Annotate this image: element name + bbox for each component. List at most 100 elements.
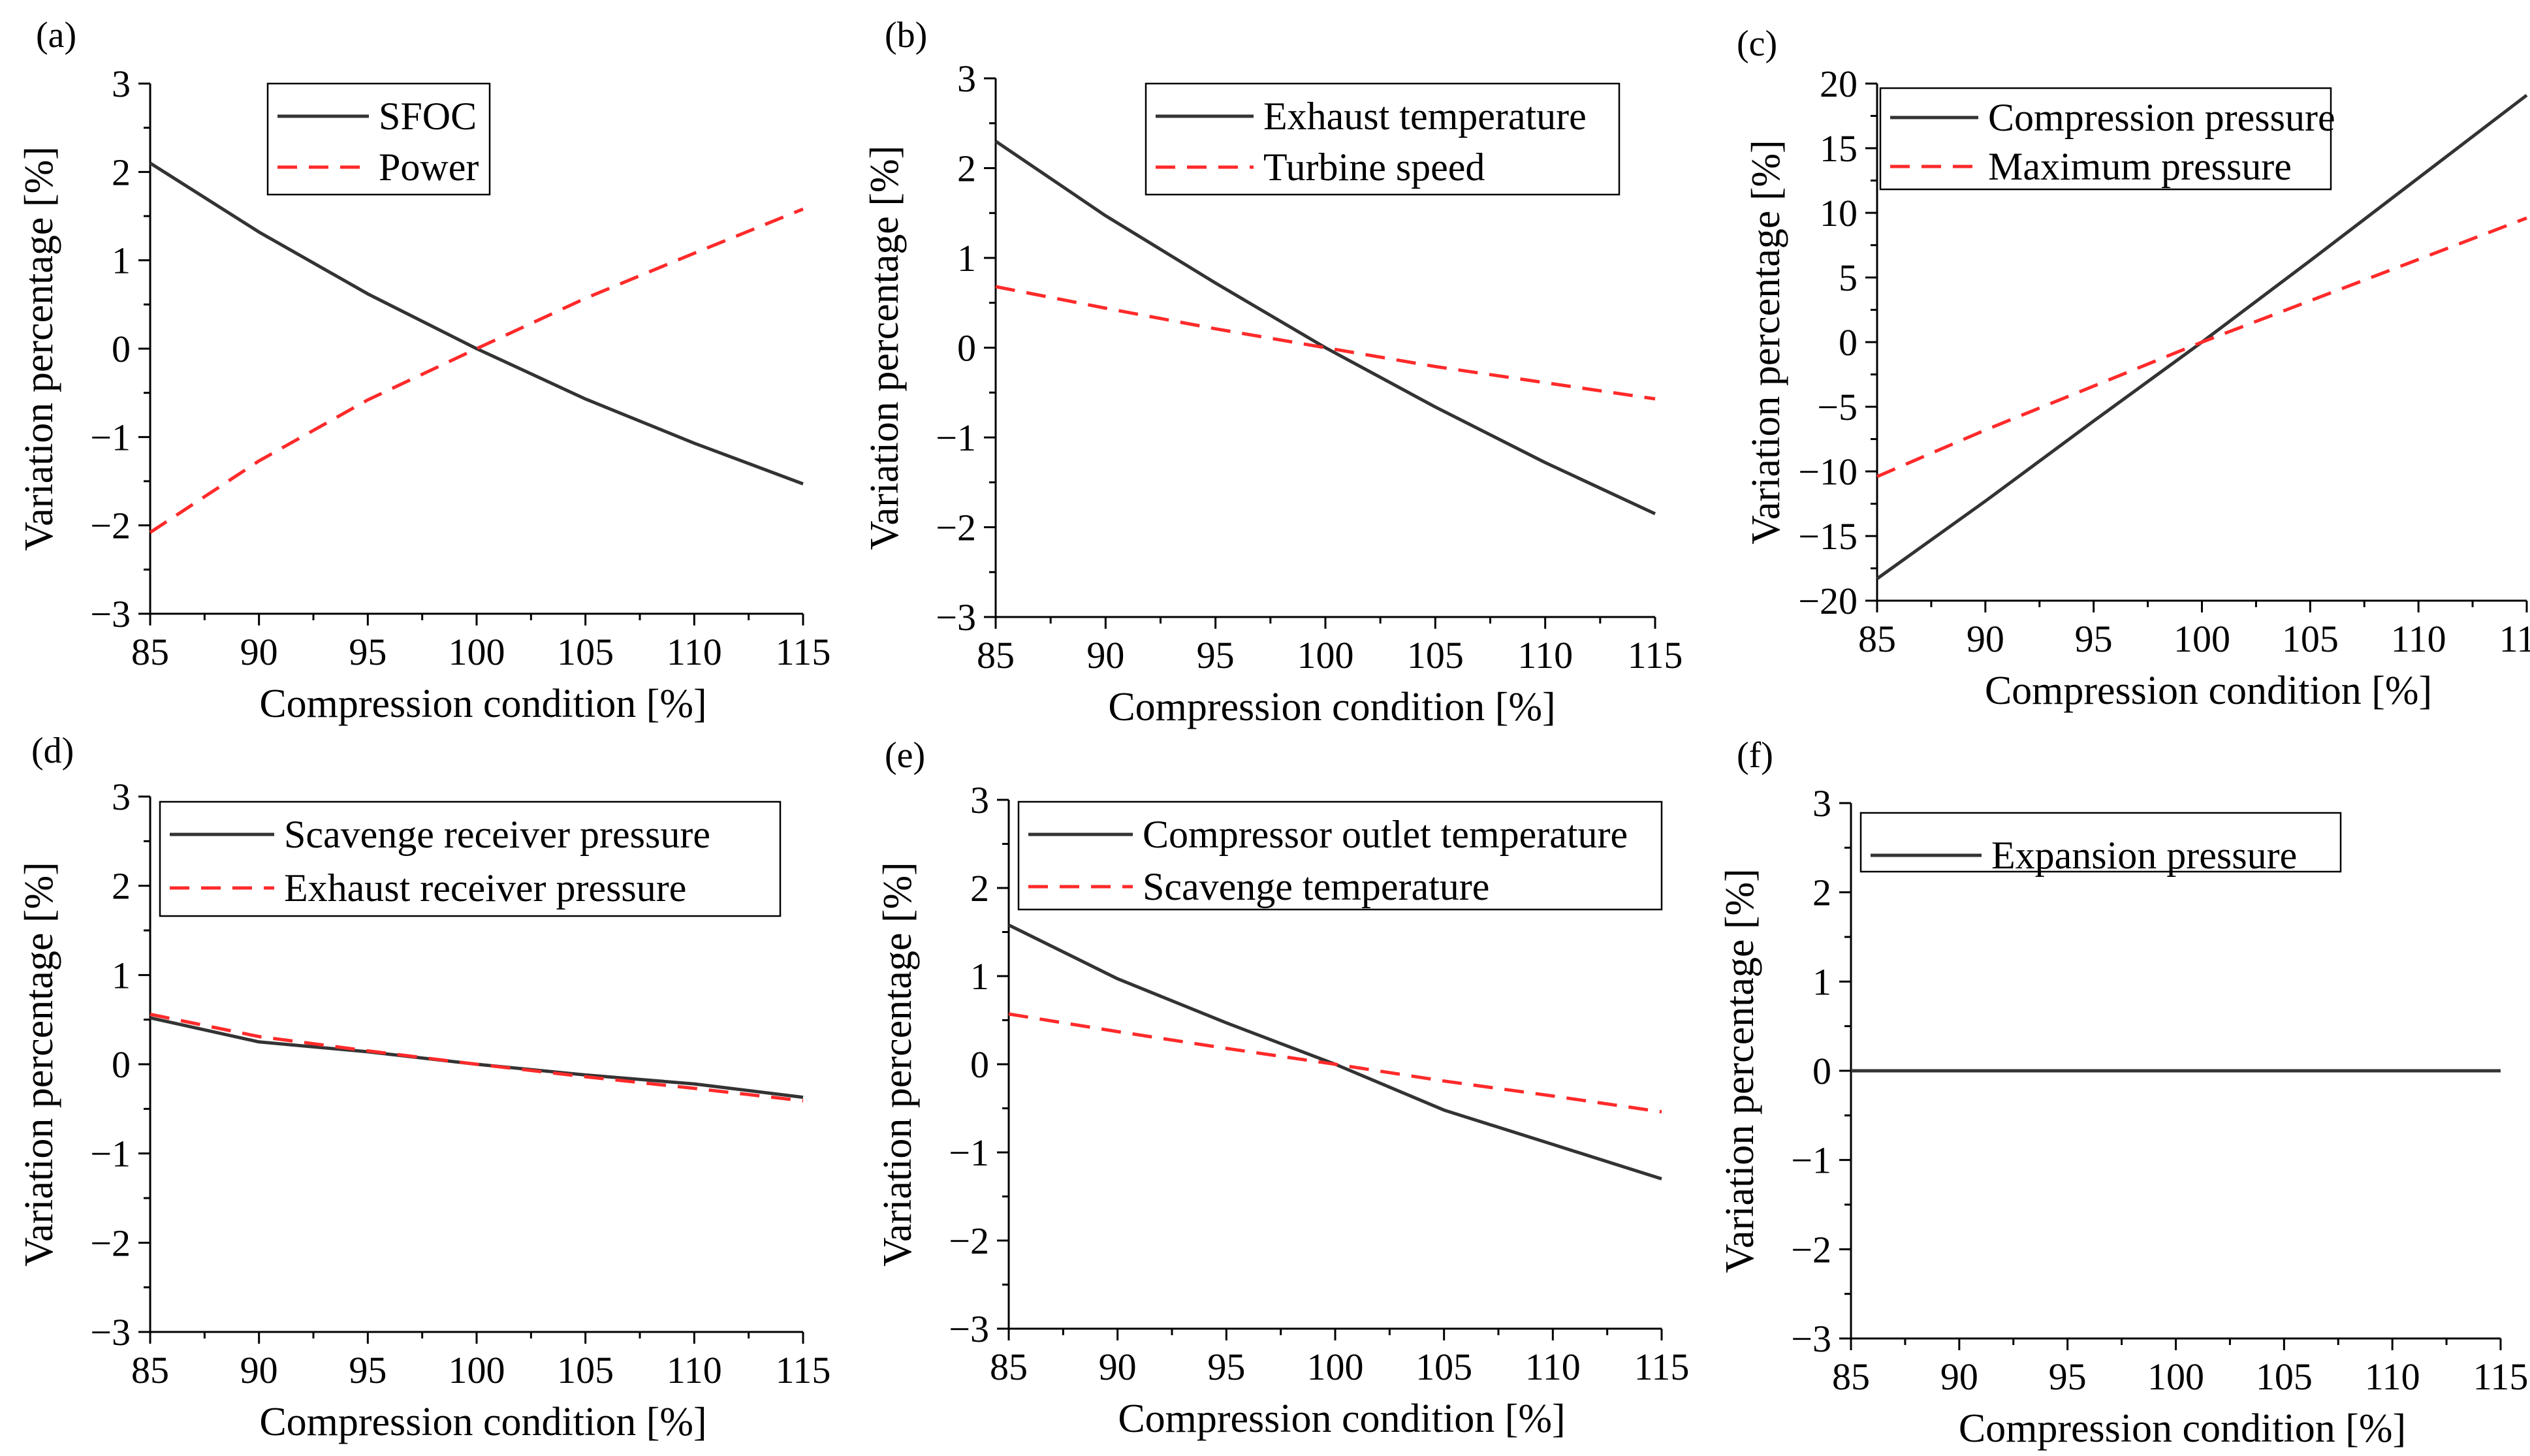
legend: Scavenge receiver pressure Exhaust receiv… <box>159 800 782 917</box>
x-tick-label: 90 <box>240 1349 278 1391</box>
x-axis-title: Compression condition [%] <box>259 682 706 726</box>
panel-letter: (a) <box>36 15 76 55</box>
x-axis-title: Compression condition [%] <box>1108 685 1555 729</box>
y-axis-title: Variation percentage [%] <box>17 862 61 1267</box>
y-tick-label: 0 <box>112 328 131 370</box>
legend-label: Power <box>379 146 479 189</box>
x-tick-label: 110 <box>667 631 722 673</box>
y-tick-label: −15 <box>1798 515 1858 558</box>
y-tick-label: −1 <box>90 1133 131 1175</box>
y-tick-label: −20 <box>1798 580 1858 622</box>
y-tick-label: 2 <box>957 148 976 190</box>
legend-label: Exhaust receiver pressure <box>284 866 686 910</box>
legend-label: Scavenge temperature <box>1143 865 1489 908</box>
x-tick-label: 90 <box>1099 1346 1137 1388</box>
chart-panel-d: (d) −3 −2 −1 0 1 2 3 85 90 95 100 105 110 115 Compressi… <box>17 731 830 1444</box>
y-tick-label: 2 <box>112 865 131 908</box>
legend-label: Turbine speed <box>1263 146 1485 189</box>
x-tick-label: 90 <box>240 631 278 673</box>
x-tick-label: 85 <box>1832 1355 1870 1398</box>
x-tick-label: 100 <box>449 1349 505 1391</box>
legend-label: Exhaust temperature <box>1263 95 1587 138</box>
panel-letter: (f) <box>1737 735 1773 776</box>
y-tick-label: 1 <box>1812 960 1831 1003</box>
y-tick-label: 1 <box>112 240 131 282</box>
x-tick-label: 110 <box>667 1349 722 1391</box>
y-tick-label: 15 <box>1820 127 1858 170</box>
x-tick-label: 95 <box>1207 1346 1245 1388</box>
panel-letter: (b) <box>885 15 927 55</box>
y-tick-label: 10 <box>1820 192 1858 234</box>
legend-box <box>266 82 491 196</box>
x-tick-label: 100 <box>1297 634 1354 676</box>
legend: Compressor outlet temperature Scavenge te… <box>1017 800 1663 911</box>
legend: Compression pressure Maximum pressure <box>1879 87 2335 191</box>
series-line-sfoc <box>149 161 804 486</box>
x-tick-label: 115 <box>2499 618 2530 660</box>
legend: Exhaust temperature Turbine speed <box>1145 82 1621 196</box>
x-tick-label: 115 <box>776 1349 831 1391</box>
series-line-maximum-pressure <box>1876 216 2527 479</box>
panel-letter: (c) <box>1737 24 1777 64</box>
chart-panel-c: (c) −20 −15 −10 −5 0 5 10 15 20 85 90 95 100 105 110 115… <box>1737 24 2530 713</box>
x-tick-label: 115 <box>2473 1355 2529 1398</box>
x-axis-title: Compression condition [%] <box>1959 1406 2406 1451</box>
y-axis-title: Variation percentage [%] <box>1718 868 1762 1273</box>
chart-panel-f: (f) −3 −2 −1 0 1 2 3 85 90 95 100 105 110 115 Compressi… <box>1718 735 2528 1451</box>
y-tick-label: 3 <box>957 57 976 100</box>
legend-label: Compressor outlet temperature <box>1143 813 1628 856</box>
y-tick-label: 2 <box>1812 872 1831 914</box>
chart-panel-a: (a) −3 −2 −1 0 1 2 3 85 90 95 100 105 110 115 Compressi… <box>17 15 830 726</box>
x-tick-label: 100 <box>2147 1355 2204 1398</box>
y-tick-label: 3 <box>112 63 131 105</box>
x-tick-label: 105 <box>557 631 614 673</box>
y-tick-label: 5 <box>1839 257 1858 299</box>
legend: SFOC Power <box>266 82 491 196</box>
x-axis-title: Compression condition [%] <box>1985 669 2432 713</box>
x-tick-label: 115 <box>1634 1346 1690 1388</box>
y-tick-label: −3 <box>949 1308 989 1350</box>
y-tick-label: 0 <box>1812 1050 1831 1092</box>
x-tick-label: 105 <box>2256 1355 2313 1398</box>
y-tick-label: −2 <box>936 507 976 549</box>
y-axis-title: Variation percentage [%] <box>862 146 907 550</box>
panel-letter: (e) <box>885 735 925 776</box>
y-tick-label: 0 <box>1839 321 1858 364</box>
x-tick-label: 90 <box>1086 634 1124 676</box>
y-tick-label: −1 <box>90 416 131 458</box>
x-tick-label: 90 <box>1967 618 2004 660</box>
y-tick-label: −2 <box>90 505 131 547</box>
legend-label: SFOC <box>379 95 477 138</box>
y-tick-label: 20 <box>1820 63 1858 105</box>
x-tick-label: 95 <box>1197 634 1235 676</box>
x-tick-label: 95 <box>349 1349 387 1391</box>
legend-box <box>1859 812 2342 873</box>
legend-box <box>1017 800 1663 911</box>
y-tick-label: 3 <box>970 779 989 821</box>
series-line-scavenge-receiver-pressure <box>150 1016 804 1100</box>
x-tick-label: 110 <box>1525 1346 1581 1388</box>
y-tick-label: 0 <box>957 327 976 370</box>
x-tick-label: 90 <box>1940 1355 1978 1398</box>
y-tick-label: 0 <box>112 1043 131 1086</box>
x-tick-label: 100 <box>2174 618 2230 660</box>
y-axis-title: Variation percentage [%] <box>17 146 61 551</box>
y-tick-label: −2 <box>90 1222 131 1264</box>
y-tick-label: −2 <box>949 1220 989 1262</box>
legend-box <box>1879 87 2332 191</box>
y-tick-label: 1 <box>970 955 989 998</box>
y-tick-label: −2 <box>1791 1228 1831 1271</box>
x-tick-label: 95 <box>2049 1355 2087 1398</box>
x-tick-label: 95 <box>2075 618 2113 660</box>
y-tick-label: 0 <box>970 1043 989 1086</box>
x-axis-title: Compression condition [%] <box>259 1400 706 1444</box>
y-tick-label: −1 <box>1791 1139 1831 1182</box>
x-tick-label: 105 <box>1407 634 1464 676</box>
x-tick-label: 85 <box>1858 618 1896 660</box>
panel-letter: (d) <box>31 731 74 771</box>
y-tick-label: −3 <box>90 1311 131 1353</box>
x-tick-label: 100 <box>449 631 505 673</box>
legend-box <box>1145 82 1621 196</box>
x-tick-label: 110 <box>2365 1355 2420 1398</box>
series-line-exhaust-temperature <box>994 140 1656 516</box>
